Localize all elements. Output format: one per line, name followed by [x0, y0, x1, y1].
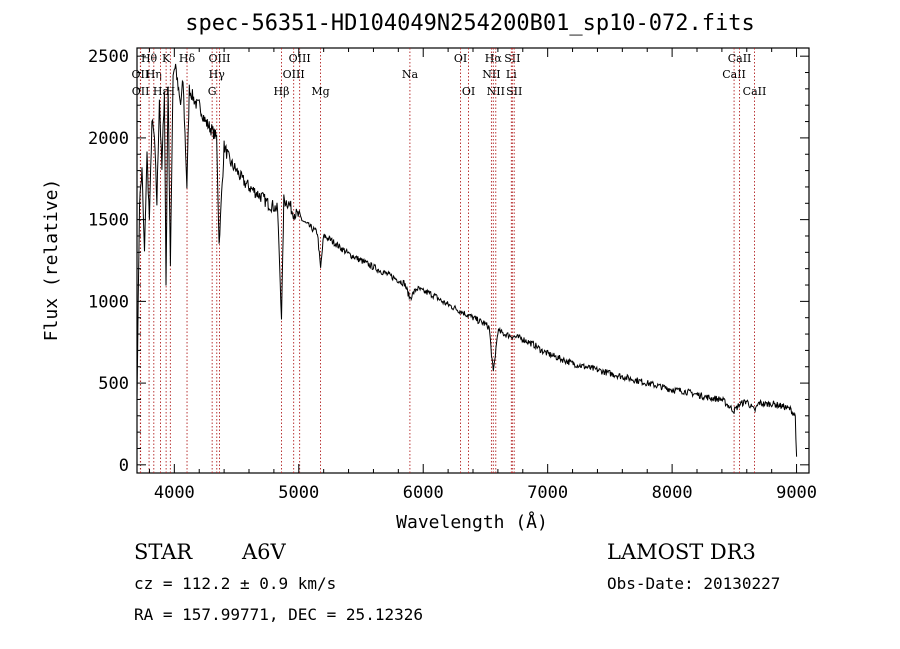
line-marker-label: OIII	[283, 68, 305, 81]
x-tick-label: 6000	[403, 483, 444, 503]
line-marker-label: OII	[132, 85, 150, 98]
x-tick-label: 4000	[154, 483, 195, 503]
x-tick-label: 9000	[776, 483, 817, 503]
x-tick-label: 7000	[527, 483, 568, 503]
line-marker-label: SII	[506, 85, 522, 98]
line-marker-label: Hγ	[209, 68, 226, 81]
line-marker-label: NII	[487, 85, 505, 98]
chart-title: spec-56351-HD104049N254200B01_sp10-072.f…	[185, 11, 755, 36]
line-marker-label: Li	[506, 68, 517, 81]
line-marker-label: CaII	[728, 52, 752, 65]
y-tick-label: 0	[119, 456, 129, 476]
x-tick-label: 5000	[278, 483, 319, 503]
line-marker-label: Hθ	[141, 52, 158, 65]
line-marker-label: CaII	[722, 68, 746, 81]
y-axis-label: Flux (relative)	[41, 179, 62, 342]
line-marker-label: OI	[462, 85, 475, 98]
line-marker-label: OI	[454, 52, 467, 65]
line-marker-label: OII	[132, 68, 150, 81]
x-axis-label: Wavelength (Å)	[396, 511, 548, 533]
x-tick-label: 8000	[652, 483, 693, 503]
line-marker-label: NII	[482, 68, 500, 81]
line-marker-label: Hη	[146, 68, 162, 81]
line-marker-label: Hδ	[179, 52, 196, 65]
obs-date: Obs-Date: 20130227	[607, 574, 780, 593]
object-class: STAR	[134, 540, 193, 564]
line-marker-label: H	[166, 85, 176, 98]
line-marker-label: OIII	[289, 52, 311, 65]
y-tick-label: 1500	[88, 211, 129, 231]
axis-ticks: 4000 5000 6000 7000 8000 9000 0 500 1000 1500 2000…	[88, 47, 817, 503]
line-marker-label: G	[208, 85, 217, 98]
line-marker-label: OIII	[208, 52, 230, 65]
line-marker-label: SII	[504, 52, 520, 65]
survey-name: LAMOST DR3	[607, 540, 756, 564]
line-marker-label: Hβ	[274, 85, 290, 98]
coordinates: RA = 157.99771, DEC = 25.12326	[134, 605, 423, 624]
plot-frame	[136, 47, 810, 474]
line-marker-label: Hα	[485, 52, 503, 65]
line-marker-label: CaII	[743, 85, 767, 98]
line-marker-label: Na	[402, 68, 419, 81]
y-tick-label: 1000	[88, 292, 129, 312]
y-tick-label: 500	[98, 374, 129, 394]
object-subclass: A6V	[241, 540, 287, 564]
y-tick-label: 2000	[88, 129, 129, 149]
line-marker-label: K	[162, 52, 171, 65]
y-tick-label: 2500	[88, 47, 129, 67]
redshift-readout: cz = 112.2 ± 0.9 km/s	[134, 574, 336, 593]
line-marker-label: Mg	[311, 85, 329, 98]
spectrum-line	[136, 63, 798, 457]
